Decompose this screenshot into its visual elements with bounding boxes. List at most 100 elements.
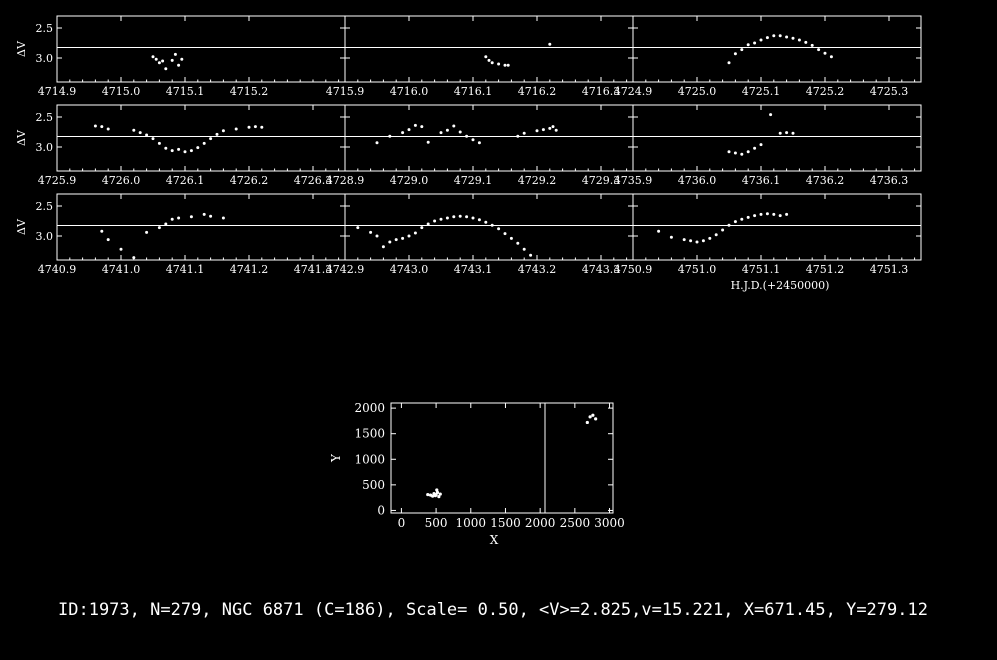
data-point bbox=[93, 124, 97, 128]
data-point bbox=[138, 131, 142, 135]
x-tick-label: 4743.0 bbox=[390, 263, 429, 276]
panel-frame bbox=[56, 15, 346, 83]
data-point bbox=[154, 57, 158, 61]
light-curve-panel: 4725.9 4726.0 4726.1 4726.2 4726.3 2.5 3.0 ΔV bbox=[15, 104, 346, 187]
data-point bbox=[151, 137, 155, 141]
x-tick-label: 4751.1 bbox=[742, 263, 781, 276]
star-info-footer: ID:1973, N=279, NGC 6871 (C=186), Scale=… bbox=[58, 600, 928, 620]
data-point bbox=[727, 61, 731, 65]
y-tick-label: 1000 bbox=[354, 452, 385, 466]
data-point bbox=[394, 238, 398, 242]
data-point bbox=[407, 128, 411, 132]
x-tick-label: 2500 bbox=[560, 516, 591, 530]
data-point bbox=[746, 43, 750, 47]
x-tick-label: 4725.3 bbox=[870, 85, 909, 98]
x-tick-label: 4715.1 bbox=[166, 85, 205, 98]
data-point bbox=[753, 146, 757, 150]
x-tick-label: 4741.0 bbox=[102, 263, 141, 276]
data-point bbox=[548, 42, 552, 46]
x-tick-label: 4725.9 bbox=[38, 174, 77, 187]
data-point bbox=[740, 217, 744, 221]
data-point bbox=[202, 141, 206, 145]
x-tick-label: 4726.3 bbox=[294, 174, 333, 187]
data-point bbox=[100, 229, 104, 233]
data-point bbox=[823, 51, 827, 55]
x-tick-label: 4741.2 bbox=[230, 263, 269, 276]
y-axis-label: ΔV bbox=[15, 218, 28, 235]
data-point bbox=[785, 35, 789, 39]
panel-frame bbox=[344, 104, 634, 172]
data-point bbox=[594, 417, 598, 421]
data-point bbox=[465, 215, 469, 219]
data-point bbox=[740, 152, 744, 156]
data-point bbox=[759, 212, 763, 216]
light-curve-panel: 4714.9 4715.0 4715.1 4715.2 2.5 3.0 ΔV bbox=[15, 15, 346, 98]
data-point bbox=[173, 52, 177, 56]
x-tick-label: 4736.0 bbox=[678, 174, 717, 187]
data-point bbox=[375, 141, 379, 145]
data-point bbox=[177, 216, 181, 220]
data-point bbox=[810, 43, 814, 47]
data-point bbox=[746, 215, 750, 219]
x-tick-label: 4716.3 bbox=[582, 85, 621, 98]
x-tick-label: 4726.1 bbox=[166, 174, 205, 187]
x-tick-label: 4751.3 bbox=[870, 263, 909, 276]
data-point bbox=[471, 138, 475, 142]
x-tick-label: 4729.3 bbox=[582, 174, 621, 187]
x-tick-label: 4742.9 bbox=[326, 263, 365, 276]
x-tick-label: 4716.1 bbox=[454, 85, 493, 98]
data-point bbox=[772, 212, 776, 216]
data-point bbox=[765, 36, 769, 40]
x-tick-label: 4715.9 bbox=[326, 85, 365, 98]
data-point bbox=[591, 413, 595, 417]
data-point bbox=[682, 238, 686, 242]
x-tick-label: 4715.0 bbox=[102, 85, 141, 98]
x-tick-label: 4743.1 bbox=[454, 263, 493, 276]
data-point bbox=[420, 226, 424, 230]
data-point bbox=[100, 125, 104, 129]
x-tick-label: 4716.2 bbox=[518, 85, 557, 98]
data-point bbox=[541, 128, 545, 132]
x-tick-label: 4736.2 bbox=[806, 174, 845, 187]
data-point bbox=[778, 214, 782, 218]
x-tick-label: 4751.2 bbox=[806, 263, 845, 276]
data-point bbox=[132, 128, 136, 132]
data-point bbox=[426, 492, 430, 497]
data-point bbox=[497, 227, 501, 231]
data-point bbox=[196, 146, 200, 150]
light-curve-panel: 4724.9 4725.0 4725.1 4725.2 4725.3 bbox=[614, 15, 922, 98]
data-point bbox=[497, 62, 501, 66]
x-tick-label: 4728.9 bbox=[326, 174, 365, 187]
panel-frame bbox=[632, 15, 922, 83]
data-point bbox=[177, 147, 181, 151]
x-tick-label: 2000 bbox=[525, 516, 556, 530]
data-point bbox=[759, 38, 763, 42]
data-point bbox=[701, 239, 705, 243]
panel-frame bbox=[56, 104, 346, 172]
x-tick-label: 4729.0 bbox=[390, 174, 429, 187]
data-point bbox=[588, 415, 592, 419]
data-point bbox=[401, 131, 405, 135]
y-tick-label: 2000 bbox=[354, 401, 385, 415]
x-tick-label: 3000 bbox=[594, 516, 625, 530]
panel-frame bbox=[632, 193, 922, 261]
data-point bbox=[209, 214, 213, 218]
data-point bbox=[804, 40, 808, 44]
data-point bbox=[695, 240, 699, 244]
data-point bbox=[426, 140, 430, 144]
data-point bbox=[733, 220, 737, 224]
x-tick-label: 4726.0 bbox=[102, 174, 141, 187]
x-tick-label: 4743.2 bbox=[518, 263, 557, 276]
position-chart: 0 500 1000 1500 2000 2500 30000500100015002000… bbox=[329, 401, 625, 547]
data-point bbox=[170, 217, 174, 221]
position-frame bbox=[390, 402, 614, 514]
data-point bbox=[753, 214, 757, 218]
data-point bbox=[215, 132, 219, 136]
data-point bbox=[689, 239, 693, 243]
data-point bbox=[253, 125, 257, 129]
x-tick-label: 4736.3 bbox=[870, 174, 909, 187]
data-point bbox=[548, 126, 552, 130]
x-tick-label: 4729.1 bbox=[454, 174, 493, 187]
panel-frame bbox=[344, 193, 634, 261]
